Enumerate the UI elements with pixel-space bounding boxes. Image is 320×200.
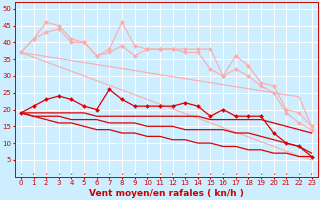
- Text: ʼ: ʼ: [121, 165, 123, 174]
- Text: ʼ: ʼ: [32, 165, 35, 174]
- Text: ʼ: ʼ: [133, 165, 136, 174]
- Text: ʼ: ʼ: [96, 165, 98, 174]
- Text: ʼ: ʼ: [273, 165, 275, 174]
- Text: ʼ: ʼ: [209, 165, 212, 174]
- Text: ʼ: ʼ: [108, 165, 110, 174]
- Text: ʼ: ʼ: [146, 165, 148, 174]
- Text: ʼ: ʼ: [222, 165, 224, 174]
- Text: ʼ: ʼ: [260, 165, 262, 174]
- Text: ʼ: ʼ: [247, 165, 250, 174]
- Text: ʼ: ʼ: [285, 165, 287, 174]
- Text: ʼ: ʼ: [298, 165, 300, 174]
- Text: ʼ: ʼ: [159, 165, 161, 174]
- Text: ʼ: ʼ: [83, 165, 85, 174]
- Text: ʼ: ʼ: [310, 165, 313, 174]
- Text: ʼ: ʼ: [45, 165, 47, 174]
- Text: ʼ: ʼ: [70, 165, 73, 174]
- Text: ʼ: ʼ: [172, 165, 174, 174]
- Text: ʼ: ʼ: [184, 165, 186, 174]
- X-axis label: Vent moyen/en rafales ( kn/h ): Vent moyen/en rafales ( kn/h ): [89, 189, 244, 198]
- Text: ʼ: ʼ: [20, 165, 22, 174]
- Text: ʼ: ʼ: [58, 165, 60, 174]
- Text: ʼ: ʼ: [235, 165, 237, 174]
- Text: ʼ: ʼ: [197, 165, 199, 174]
